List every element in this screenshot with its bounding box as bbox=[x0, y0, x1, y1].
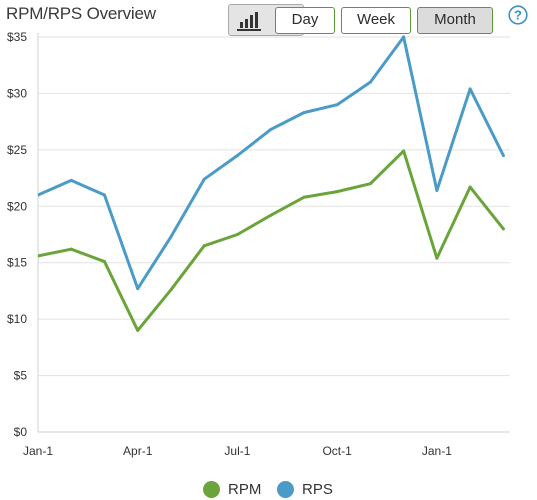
data-point-rps bbox=[102, 193, 106, 197]
data-point-rps bbox=[335, 103, 339, 107]
y-tick-label: $25 bbox=[7, 143, 27, 157]
y-tick-label: $20 bbox=[7, 199, 27, 213]
data-point-rpm bbox=[136, 328, 140, 332]
data-point-rpm bbox=[269, 213, 273, 217]
data-point-rpm bbox=[235, 233, 239, 236]
data-point-rps bbox=[38, 193, 40, 197]
data-point-rpm bbox=[402, 149, 406, 153]
x-tick-label: Apr-1 bbox=[123, 444, 153, 458]
legend-item-rps[interactable]: RPS bbox=[277, 478, 333, 500]
data-point-rps bbox=[368, 80, 372, 84]
legend-swatch-rpm bbox=[203, 480, 220, 498]
y-tick-label: $10 bbox=[7, 312, 27, 326]
data-point-rps bbox=[235, 154, 239, 157]
data-point-rps bbox=[302, 111, 306, 115]
help-icon[interactable]: ? bbox=[508, 5, 528, 25]
chart-type-underline bbox=[237, 29, 261, 31]
chart-title: RPM/RPS Overview bbox=[6, 4, 156, 23]
bar-chart-icon bbox=[240, 12, 258, 28]
x-tick-label: Jul-1 bbox=[224, 444, 250, 458]
data-point-rpm bbox=[102, 260, 106, 264]
data-point-rps bbox=[501, 154, 505, 157]
data-point-rps bbox=[136, 287, 140, 291]
data-point-rps bbox=[435, 188, 439, 192]
data-point-rpm bbox=[335, 190, 339, 194]
legend-item-rpm[interactable]: RPM bbox=[203, 478, 261, 500]
data-point-rpm bbox=[38, 254, 40, 258]
data-point-rpm bbox=[501, 227, 505, 231]
y-tick-label: $5 bbox=[14, 369, 28, 383]
range-week-button[interactable]: Week bbox=[341, 7, 411, 34]
range-day-button[interactable]: Day bbox=[275, 7, 335, 34]
legend-label-rpm: RPM bbox=[228, 480, 262, 498]
data-point-rps bbox=[202, 177, 206, 181]
y-tick-label: $35 bbox=[7, 30, 27, 44]
x-tick-label: Oct-1 bbox=[322, 444, 352, 458]
data-point-rpm bbox=[435, 256, 439, 260]
data-point-rpm bbox=[69, 247, 73, 251]
data-point-rpm bbox=[202, 244, 206, 248]
data-point-rpm bbox=[302, 195, 306, 199]
data-point-rps bbox=[269, 128, 273, 132]
data-point-rps bbox=[468, 87, 472, 91]
legend-swatch-rps bbox=[277, 480, 294, 498]
legend: RPM RPS bbox=[0, 478, 537, 500]
x-tick-label: Jan-1 bbox=[422, 444, 452, 458]
y-tick-label: $30 bbox=[7, 86, 27, 100]
line-chart: $0 $5 $10 $15 $20 $25 $30 $35 Jan-1 Apr-1 Jul-1 Oct… bbox=[7, 30, 510, 458]
data-point-rpm bbox=[368, 182, 372, 186]
legend-label-rps: RPS bbox=[302, 480, 333, 498]
svg-text:?: ? bbox=[514, 8, 522, 23]
data-point-rpm bbox=[169, 288, 173, 292]
data-point-rpm bbox=[468, 185, 472, 189]
x-tick-label: Jan-1 bbox=[23, 444, 53, 458]
range-month-button[interactable]: Month bbox=[417, 7, 493, 34]
data-point-rps bbox=[169, 235, 173, 239]
data-point-rps bbox=[69, 178, 73, 182]
y-tick-label: $0 bbox=[14, 425, 28, 439]
y-tick-label: $15 bbox=[7, 256, 27, 270]
data-point-rps bbox=[402, 35, 406, 39]
